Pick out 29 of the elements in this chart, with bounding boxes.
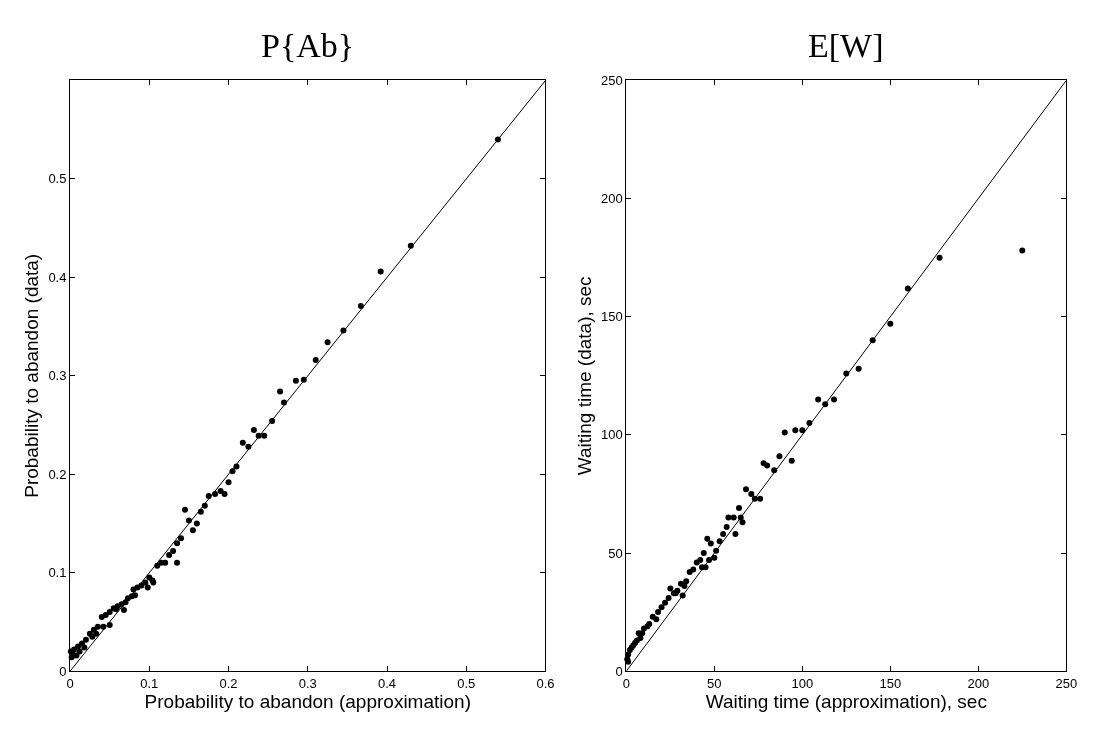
x-tick-label: 0.5 xyxy=(457,675,476,691)
y-axis-title: Probability to abandon (data) xyxy=(21,253,43,498)
x-tick-label: 250 xyxy=(1055,675,1078,691)
x-axis-title: Probability to abandon (approximation) xyxy=(144,690,471,712)
y-tick-label: 200 xyxy=(601,191,623,207)
x-tick-label: 0.3 xyxy=(298,675,317,691)
x-tick-label: 0.1 xyxy=(140,675,159,691)
x-tick-label: 0.4 xyxy=(377,675,397,691)
x-tick-label: 0.6 xyxy=(536,675,555,691)
y-tick-label: 50 xyxy=(608,545,623,561)
x-tick-label: 0.2 xyxy=(219,675,238,691)
chart-title: E[W] xyxy=(808,27,884,64)
x-axis-title: Waiting time (approximation), sec xyxy=(705,690,987,712)
y-tick-label: 150 xyxy=(601,309,623,325)
x-tick-label: 50 xyxy=(707,675,722,691)
y-tick-label: 0.5 xyxy=(48,171,67,187)
y-tick-label: 0.1 xyxy=(48,565,67,581)
y-axis-title: Waiting time (data), sec xyxy=(573,276,595,476)
chart-title: P{Ab} xyxy=(261,27,355,64)
x-tick-label: 100 xyxy=(791,675,814,691)
y-tick-label: 0.2 xyxy=(48,466,67,482)
y-tick-label: 0.3 xyxy=(48,368,67,384)
y-tick-label: 0 xyxy=(59,663,67,679)
y-tick-label: 100 xyxy=(601,427,623,443)
y-tick-label: 0.4 xyxy=(48,269,67,285)
y-tick-label: 250 xyxy=(601,73,623,89)
y-tick-label: 0 xyxy=(615,663,623,679)
x-tick-label: 150 xyxy=(879,675,902,691)
x-tick-label: 200 xyxy=(967,675,990,691)
